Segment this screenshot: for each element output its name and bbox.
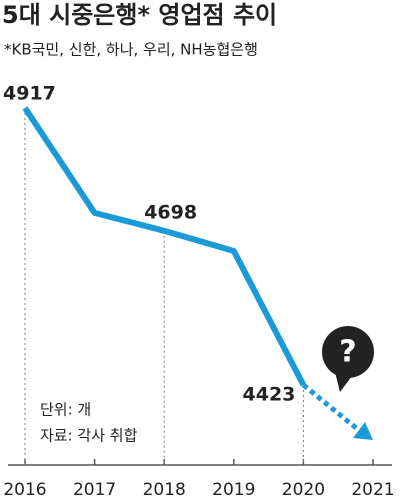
chart-title: 5대 시중은행* 영업점 추이 [2, 1, 277, 29]
chart-subtitle: *KB국민, 신한, 하나, 우리, NH농협은행 [4, 41, 258, 59]
data-line [22, 106, 307, 387]
x-tick-label: 2017 [73, 480, 116, 499]
data-label: 4423 [243, 384, 296, 406]
question-mark: ? [339, 335, 356, 370]
x-tick-label: 2021 [351, 480, 394, 499]
note: 자료: 각사 취합 [40, 427, 138, 445]
data-label: 4698 [144, 201, 197, 223]
projection-arrowhead [353, 422, 373, 440]
projection-line [301, 383, 363, 434]
note: 단위: 개 [40, 401, 91, 419]
x-tick-label: 2016 [3, 480, 46, 499]
x-tick-label: 2018 [143, 480, 186, 499]
x-tick-label: 2020 [282, 480, 325, 499]
question-bubble: ? [322, 326, 374, 392]
x-tick-label: 2019 [212, 480, 255, 499]
data-label: 4917 [3, 83, 56, 105]
